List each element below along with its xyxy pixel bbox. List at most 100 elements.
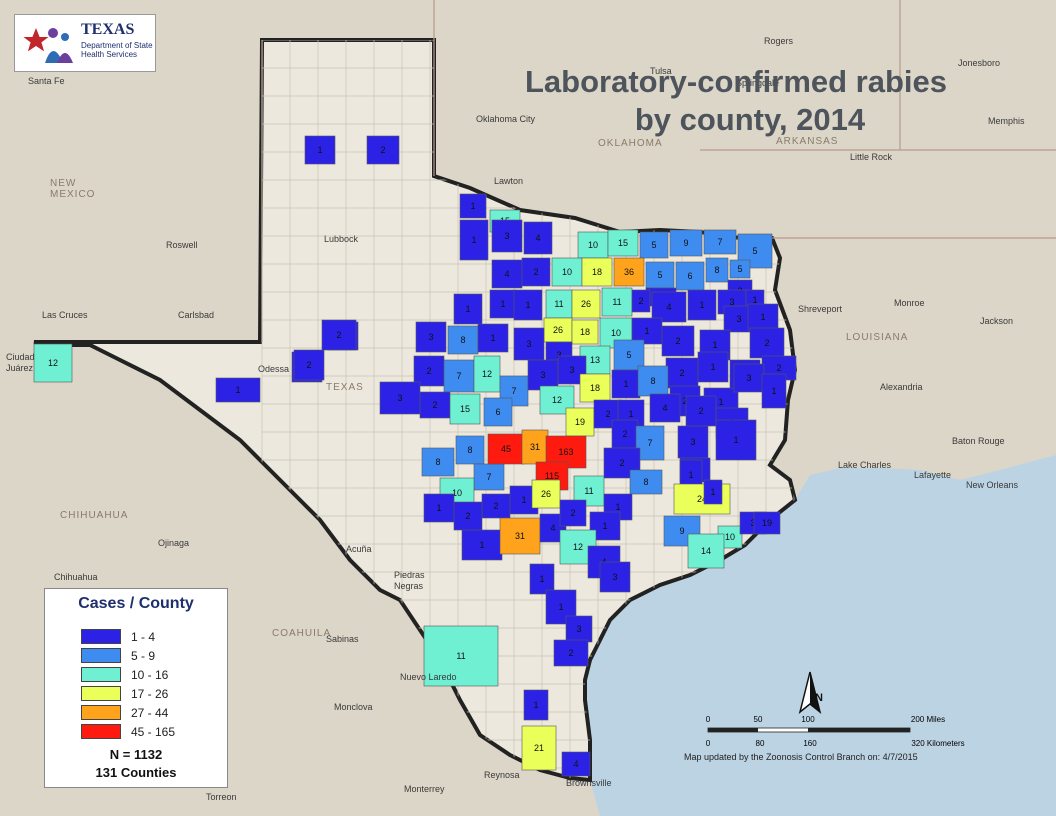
county-el-paso (33, 343, 73, 383)
county-count-gonzales: 2 (570, 508, 575, 518)
legend: Cases / County 1 - 4 5 - 9 10 - 16 17 - … (44, 588, 228, 788)
county-san-patricio (565, 615, 593, 643)
place-reynosa: Reynosa (484, 770, 520, 780)
county-eastland (513, 289, 543, 321)
map-updated-note: Map updated by the Zoonosis Control Bran… (684, 752, 918, 762)
county-collin (613, 257, 645, 287)
place-baton-rouge: Baton Rouge (952, 436, 1005, 446)
county-rockwall (631, 289, 651, 313)
county-count-lee: 1 (615, 502, 620, 512)
place-lake-charles: Lake Charles (838, 460, 892, 470)
dshs-logo: TEXAS Department of State Health Service… (14, 14, 156, 72)
place-lawton: Lawton (494, 176, 523, 186)
place-memphis: Memphis (988, 116, 1025, 126)
county-potter (304, 135, 336, 165)
county-karnes (529, 563, 555, 595)
county-count-clay: 3 (504, 231, 509, 241)
county-count-coleman: 7 (456, 371, 461, 381)
county-count-cass: 5 (737, 264, 742, 274)
place-torreon: Torreon (206, 792, 237, 802)
county-san-augustine (733, 363, 765, 393)
county-count-bastrop: 2 (619, 458, 624, 468)
county-count-newton: 1 (771, 386, 776, 396)
place-springdale: Springdale (736, 78, 779, 88)
county-count-fort-bend: 9 (679, 526, 684, 536)
county-count-wood: 1 (699, 300, 704, 310)
scale-mile-50: 50 (754, 715, 763, 724)
place-piedras-negras: Piedras Negras (394, 570, 425, 591)
place-monterrey: Monterrey (404, 784, 445, 794)
county-brazoria (687, 533, 725, 569)
place-tulsa: Tulsa (650, 66, 672, 76)
place-coahuila: COAHUILA (272, 628, 331, 639)
county-palo-pinto-n (489, 289, 517, 319)
county-callahan (477, 323, 509, 353)
county-mason (473, 463, 505, 491)
county-count-hill: 13 (590, 355, 600, 365)
county-count-guadalupe: 4 (550, 523, 555, 533)
county-count-lamar: 9 (683, 238, 688, 248)
logo-subtitle: Department of State Health Services (81, 41, 153, 59)
county-count-panola: 2 (764, 338, 769, 348)
county-newton (761, 373, 787, 409)
county-brazos (677, 425, 709, 459)
county-count-angelina: 1 (718, 397, 723, 407)
county-san-saba (483, 397, 513, 427)
county-count-red-river: 7 (717, 237, 722, 247)
legend-swatch-3 (81, 667, 121, 682)
county-montague (523, 221, 553, 255)
county-count-nueces: 2 (568, 648, 573, 658)
county-count-cameron: 4 (573, 759, 578, 769)
county-gregg (747, 303, 779, 331)
county-leon (649, 393, 681, 423)
county-count-chambers: 3 (750, 518, 755, 528)
county-count-gregg: 1 (760, 312, 765, 322)
county-count-hamilton: 3 (540, 370, 545, 380)
logo-wordmark: TEXAS (81, 21, 135, 38)
county-count-wilson: 12 (573, 542, 583, 552)
scale-mile-200: 200 Miles (911, 715, 945, 724)
county-count-parker: 11 (554, 299, 563, 309)
county-count-hopkins: 6 (687, 271, 692, 281)
place-new-mexico: NEW MEXICO (50, 178, 95, 200)
county-count-karnes: 1 (539, 574, 544, 584)
county-taylor (447, 325, 479, 355)
county-count-williamson: 2 (622, 429, 627, 439)
county-count-san-patricio: 3 (576, 624, 581, 634)
county-jim-hogg (523, 689, 549, 721)
county-count-webb: 11 (456, 651, 465, 661)
county-count-bexar: 31 (515, 531, 525, 541)
county-count-taylor: 8 (460, 335, 465, 345)
county-count-archer: 1 (471, 235, 476, 245)
county-count-hays: 115 (545, 471, 559, 481)
legend-swatch-4 (81, 686, 121, 701)
county-grayson (607, 229, 639, 257)
place-roswell: Roswell (166, 240, 198, 250)
legend-label-4: 17 - 26 (131, 687, 169, 701)
place-rogers: Rogers (764, 36, 794, 46)
scale-mile-0: 0 (706, 715, 711, 724)
place-carlsbad: Carlsbad (178, 310, 214, 320)
dshs-emblem-icon (23, 28, 73, 63)
county-midland (293, 349, 325, 381)
place-chihuahua-city: Chihuahua (54, 572, 98, 582)
county-count-bee: 1 (558, 602, 563, 612)
county-count-cooke: 10 (588, 240, 598, 250)
legend-label-3: 10 - 16 (131, 668, 169, 682)
scale-km-0: 0 (706, 739, 711, 748)
scale-km-80: 80 (756, 739, 765, 748)
county-denton (581, 257, 613, 287)
county-glasscock (321, 319, 357, 351)
county-count-victoria: 3 (612, 572, 617, 582)
county-count-jack: 2 (533, 267, 538, 277)
county-count-callahan: 1 (490, 333, 495, 343)
county-cass (729, 259, 751, 279)
county-hidalgo (521, 725, 557, 771)
county-limestone (611, 369, 641, 399)
county-bell (565, 407, 595, 437)
county-jack (521, 257, 551, 287)
legend-title: Cases / County (78, 595, 194, 612)
county-count-falls: 2 (605, 409, 610, 419)
county-archer (459, 219, 489, 261)
county-count-runnels: 2 (426, 366, 431, 376)
